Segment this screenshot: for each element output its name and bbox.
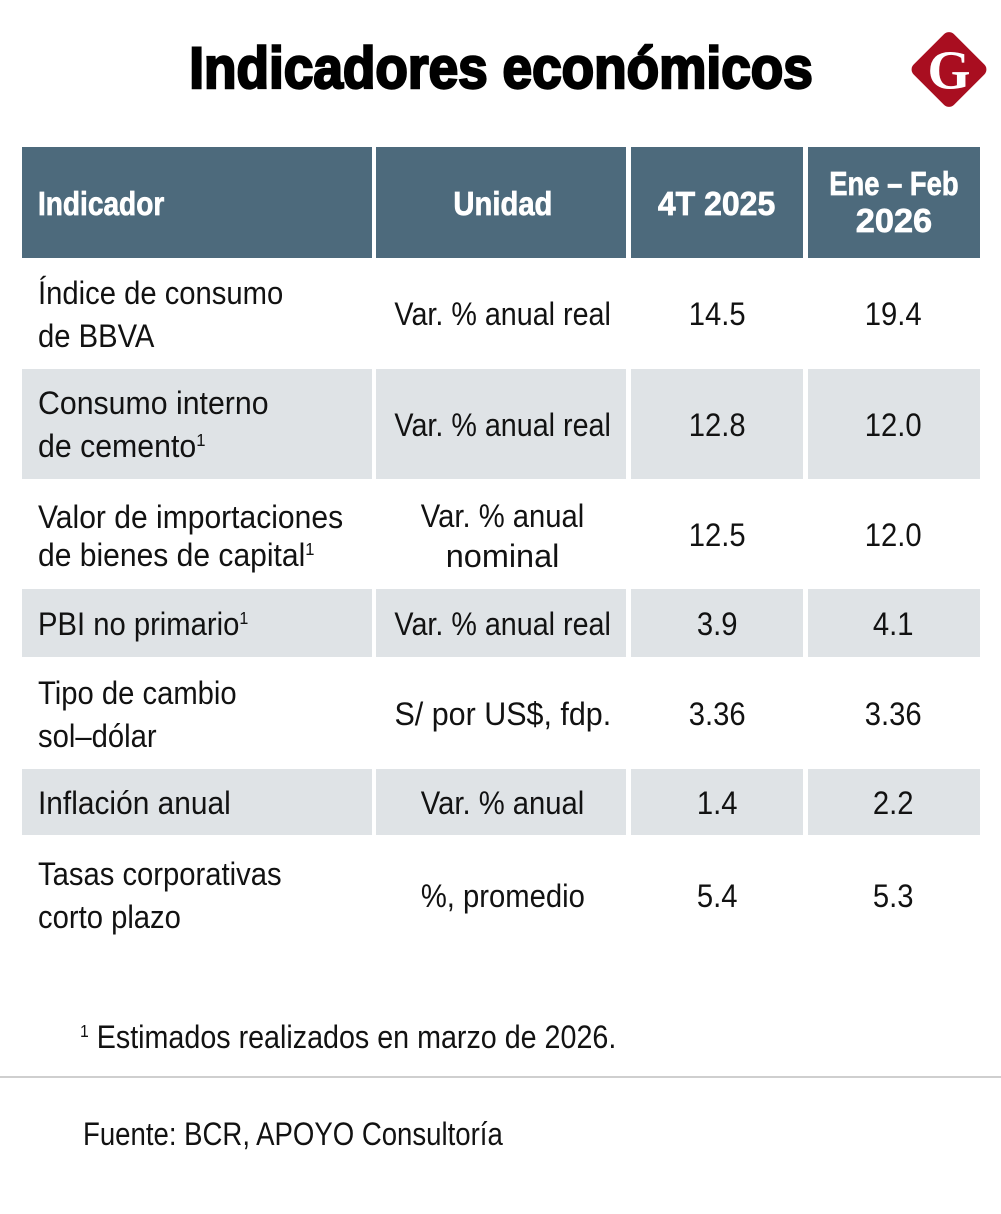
svg-text:G: G (928, 40, 971, 101)
